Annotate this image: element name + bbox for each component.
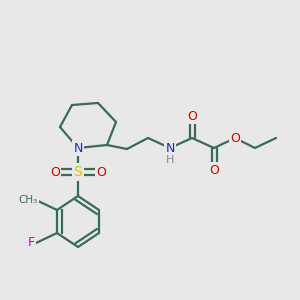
- Text: H: H: [166, 155, 174, 165]
- Text: CH₃: CH₃: [18, 195, 38, 205]
- Text: O: O: [209, 164, 219, 176]
- Text: O: O: [96, 166, 106, 178]
- Text: N: N: [165, 142, 175, 154]
- Text: S: S: [74, 165, 82, 179]
- Text: O: O: [50, 166, 60, 178]
- Text: O: O: [230, 131, 240, 145]
- Text: O: O: [187, 110, 197, 122]
- Text: F: F: [27, 236, 34, 250]
- Text: N: N: [73, 142, 83, 154]
